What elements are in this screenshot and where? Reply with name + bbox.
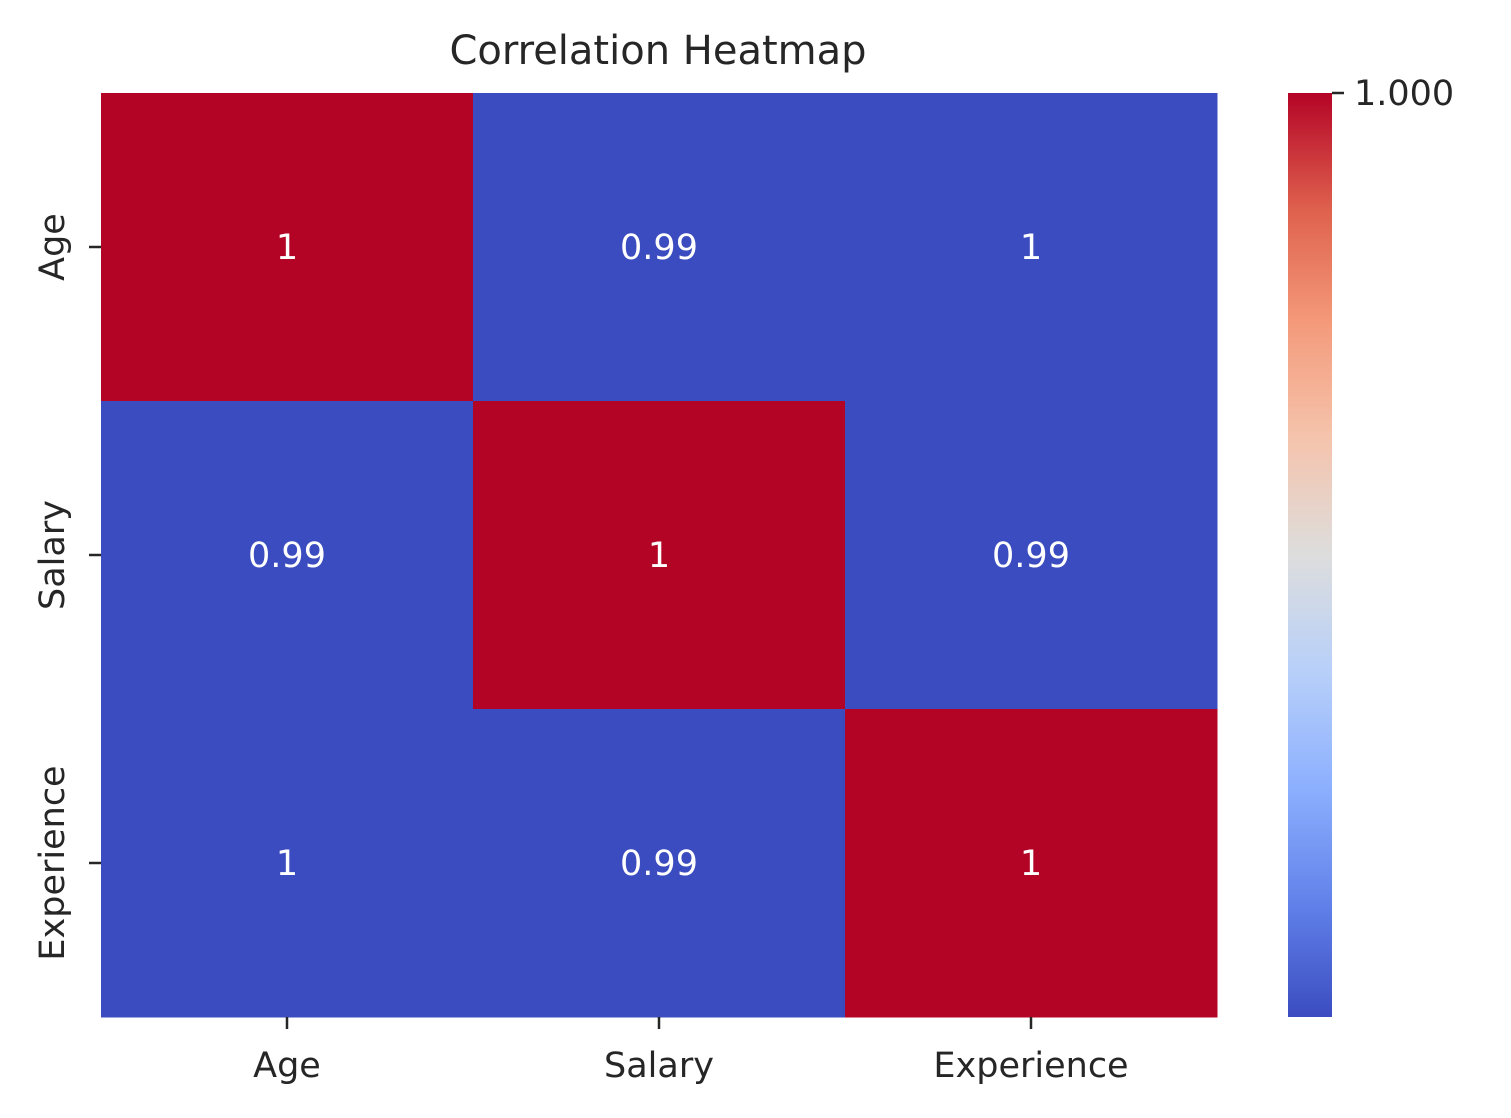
heatmap-cell-experience-salary — [473, 709, 846, 1018]
heatmap-cells — [101, 93, 1218, 1018]
y-tick-label: Salary — [33, 500, 73, 610]
cell-annotation: 0.99 — [620, 228, 698, 268]
cell-annotation: 1 — [276, 228, 298, 268]
y-axis: Age Salary Experience — [33, 213, 101, 961]
cell-annotation: 0.99 — [992, 536, 1070, 576]
heatmap-cell-experience-experience — [845, 709, 1218, 1018]
x-tick-label: Age — [253, 1046, 321, 1086]
heatmap-cell-age-age — [101, 93, 474, 402]
heatmap-cell-salary-age — [101, 401, 474, 710]
colorbar-gradient — [1288, 93, 1332, 1017]
cell-annotation: 0.99 — [620, 844, 698, 884]
cell-annotation: 1 — [276, 844, 298, 884]
chart-title: Correlation Heatmap — [449, 28, 866, 74]
cell-annotation: 1 — [1020, 844, 1042, 884]
heatmap-annotations: 1 0.99 1 0.99 1 0.99 1 0.99 1 — [248, 228, 1070, 884]
cell-annotation: 0.99 — [248, 536, 326, 576]
heatmap-cell-age-salary — [473, 93, 846, 402]
heatmap-cell-age-experience — [845, 93, 1218, 402]
y-tick-label: Experience — [33, 765, 73, 960]
cell-annotation: 1 — [1020, 228, 1042, 268]
x-tick-label: Salary — [604, 1046, 714, 1086]
x-axis: Age Salary Experience — [253, 1017, 1129, 1086]
y-tick-label: Age — [33, 213, 73, 281]
heatmap-cell-salary-salary — [473, 401, 846, 710]
heatmap-cell-salary-experience — [845, 401, 1218, 710]
cell-annotation: 1 — [648, 536, 670, 576]
heatmap-cell-experience-age — [101, 709, 474, 1018]
colorbar-tick-label: 1.000 — [1354, 74, 1454, 114]
colorbar: 0.9950.9960.9970.9980.9991.000 — [1288, 74, 1454, 1017]
x-tick-label: Experience — [933, 1046, 1128, 1086]
